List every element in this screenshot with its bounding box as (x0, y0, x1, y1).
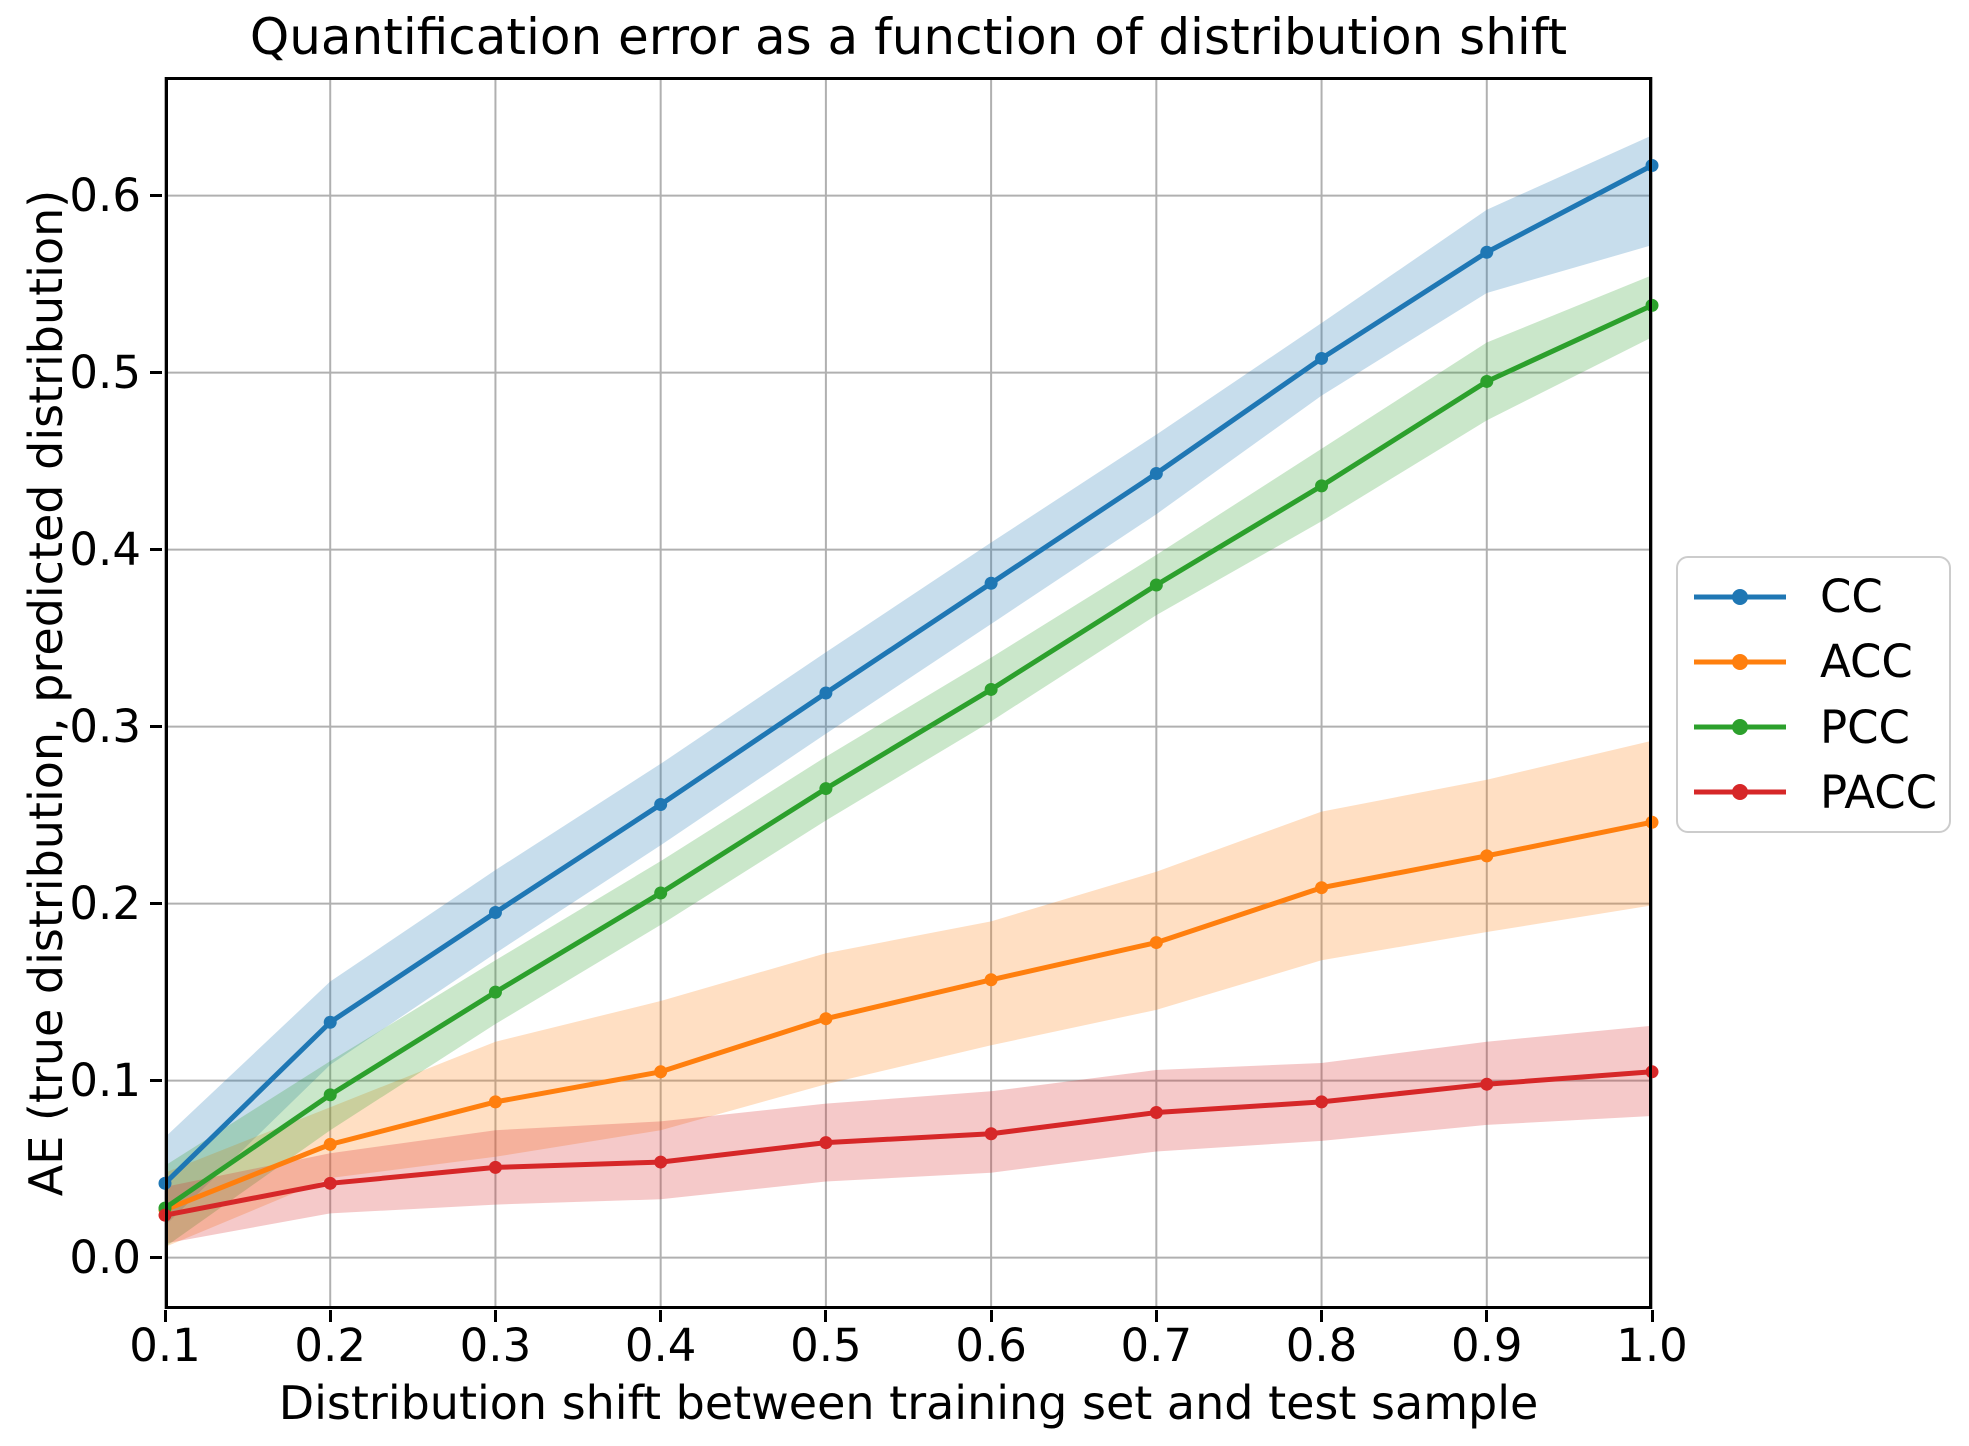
legend-line-marker-icon (1694, 653, 1786, 670)
series-line-cc (163, 163, 1654, 1186)
x-tick-label: 0.6 (955, 1319, 1027, 1372)
x-tick-label: 0.2 (294, 1319, 366, 1372)
data-point-acc (488, 1095, 502, 1109)
legend-entry-acc: ACC (1692, 630, 1949, 694)
legend: CC ACC PCC PACC (1676, 556, 1951, 833)
y-tick-label: 0.4 (69, 522, 141, 576)
y-tick-mark (150, 371, 162, 375)
data-point-cc (819, 686, 833, 700)
data-point-pacc (323, 1176, 337, 1190)
x-tick-mark (659, 1310, 663, 1322)
chart-title: Quantification error as a function of di… (249, 8, 1568, 66)
x-tick-label: 0.1 (129, 1319, 201, 1372)
data-point-pacc (984, 1127, 998, 1141)
data-point-acc (654, 1065, 668, 1079)
series-line-pcc (163, 303, 1654, 1211)
legend-label: CC (1820, 570, 1883, 624)
legend-line-marker-icon (1694, 588, 1786, 605)
data-point-pcc (323, 1088, 337, 1102)
legend-label: PCC (1820, 700, 1910, 754)
data-point-pacc (1149, 1106, 1163, 1120)
x-tick-label: 0.3 (459, 1319, 532, 1372)
data-point-acc (1149, 936, 1163, 950)
legend-entry-pcc: PCC (1692, 695, 1949, 759)
data-point-pcc (984, 682, 998, 696)
data-point-acc (1480, 849, 1494, 863)
data-point-cc (1149, 467, 1163, 481)
y-tick-label: 0.2 (69, 876, 141, 930)
x-tick-label: 1.0 (1616, 1319, 1688, 1372)
y-tick-label: 0.5 (69, 345, 141, 399)
data-point-acc (984, 973, 998, 987)
data-point-acc (819, 1012, 833, 1026)
y-tick-label: 0.0 (69, 1230, 141, 1284)
data-point-pcc (819, 782, 833, 796)
x-tick-label: 0.5 (790, 1319, 862, 1372)
y-axis-label: AE (true distribution, predicted distrib… (19, 189, 73, 1197)
x-tick-mark (163, 1310, 167, 1322)
confidence-band-pacc (165, 1025, 1652, 1244)
y-tick-mark (150, 1256, 162, 1260)
x-tick-mark (1154, 1310, 1158, 1322)
axes-spines (165, 77, 1652, 1309)
data-point-pacc (819, 1136, 833, 1150)
y-tick-mark (150, 1079, 162, 1083)
x-tick-mark (493, 1310, 497, 1322)
data-point-cc (1480, 245, 1494, 259)
x-tick-label: 0.4 (624, 1319, 697, 1372)
legend-entry-pacc: PACC (1692, 760, 1949, 824)
data-point-pcc (1149, 578, 1163, 592)
data-point-cc (1315, 351, 1329, 365)
confidence-band-cc (165, 135, 1652, 1226)
y-tick-label: 0.3 (69, 699, 141, 753)
series-line-pacc (164, 1069, 1653, 1218)
data-point-cc (488, 905, 502, 919)
legend-line-marker-icon (1694, 719, 1786, 736)
x-tick-mark (1320, 1310, 1324, 1322)
data-point-pacc (1480, 1077, 1494, 1091)
plot-canvas (158, 77, 1659, 1309)
data-point-pacc (1315, 1095, 1329, 1109)
x-tick-mark (989, 1310, 993, 1322)
data-point-pcc (654, 886, 668, 900)
legend-line-marker-icon (1694, 784, 1786, 801)
data-point-pacc (654, 1155, 668, 1169)
x-tick-mark (1485, 1310, 1489, 1322)
data-point-cc (323, 1015, 337, 1029)
y-tick-mark (150, 725, 162, 729)
x-axis-label: Distribution shift between training set … (278, 1376, 1539, 1430)
plot-area (158, 77, 1659, 1309)
data-point-pcc (488, 985, 502, 999)
data-point-cc (984, 576, 998, 590)
y-tick-mark (150, 194, 162, 198)
data-point-cc (654, 798, 668, 812)
y-tick-mark (150, 902, 162, 906)
y-tick-label: 0.1 (69, 1053, 141, 1107)
x-tick-label: 0.8 (1285, 1319, 1358, 1372)
y-tick-label: 0.6 (69, 168, 141, 222)
data-point-acc (1315, 881, 1329, 895)
x-tick-mark (1650, 1310, 1654, 1322)
legend-entry-cc: CC (1692, 565, 1949, 629)
y-tick-mark (150, 548, 162, 552)
data-point-acc (323, 1137, 337, 1151)
x-tick-label: 0.9 (1450, 1319, 1523, 1372)
x-tick-label: 0.7 (1120, 1319, 1193, 1372)
legend-label: ACC (1820, 635, 1913, 689)
confidence-band-pcc (165, 275, 1652, 1248)
data-point-pcc (1480, 374, 1494, 388)
series-line-acc (164, 819, 1653, 1213)
confidence-band-acc (165, 740, 1652, 1248)
legend-label: PACC (1820, 765, 1938, 819)
x-tick-mark (824, 1310, 828, 1322)
data-point-pcc (1315, 479, 1329, 493)
data-point-pacc (488, 1160, 502, 1174)
x-tick-mark (328, 1310, 332, 1322)
